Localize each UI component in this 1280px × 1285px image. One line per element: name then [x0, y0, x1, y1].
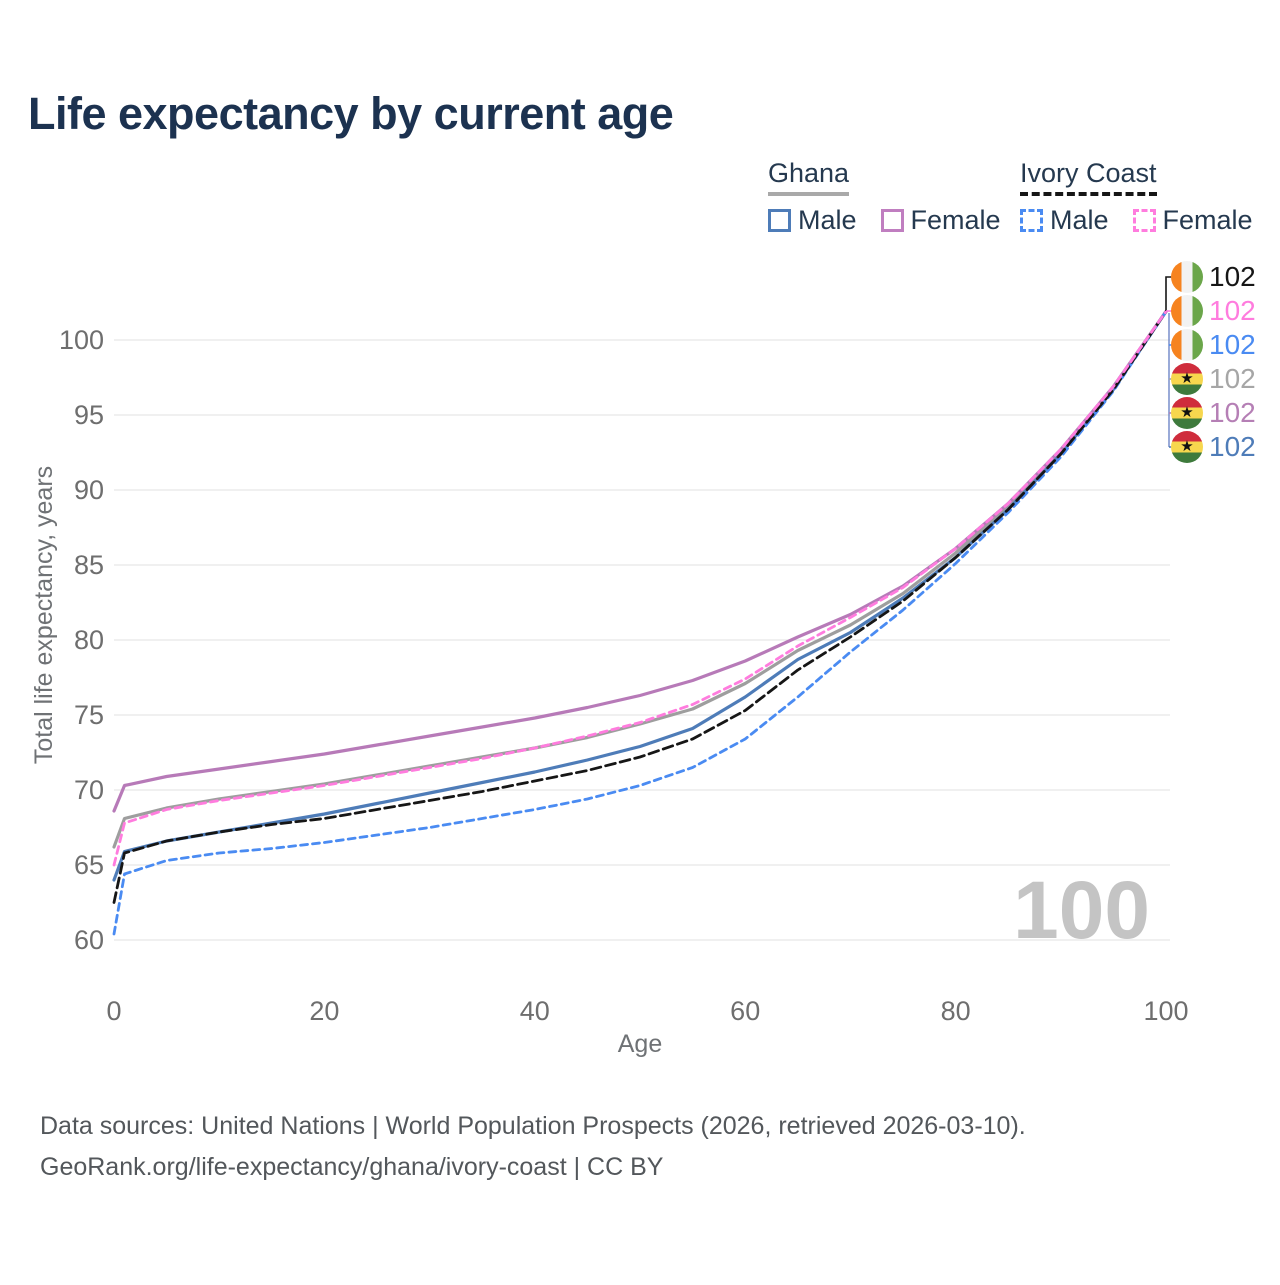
y-tick-label: 75 [74, 700, 104, 730]
end-label-value: 102 [1209, 431, 1256, 462]
footer-data-sources: Data sources: United Nations | World Pop… [40, 1112, 1026, 1140]
legend-item-ghana-male[interactable]: Male [768, 205, 857, 236]
grid-layer [114, 339, 1170, 941]
end-label-row: 102 [1171, 260, 1256, 294]
page-title: Life expectancy by current age [28, 88, 674, 139]
y-axis-title: Total life expectancy, years [30, 466, 58, 764]
end-label-row: 102 [1171, 430, 1256, 464]
end-label-row: 102 [1171, 362, 1256, 396]
ivory-coast-male-swatch-icon [1020, 209, 1043, 232]
legend-item-label: Female [1162, 205, 1253, 235]
tick-layer: 60 65 70 75 80 85 90 95 100 0 20 40 60 80 100 [59, 325, 1189, 1026]
end-label-value: 102 [1209, 329, 1256, 360]
end-label-value: 102 [1209, 397, 1256, 428]
series-ivorycoast-female[interactable] [112, 310, 1168, 867]
end-label-value: 102 [1209, 363, 1256, 394]
legend-item-ivory-coast-male[interactable]: Male [1020, 205, 1109, 236]
y-tick-label: 60 [74, 925, 104, 955]
end-label-value: 102 [1209, 295, 1256, 326]
legend-item-label: Female [910, 205, 1001, 235]
x-tick-label: 100 [1143, 996, 1188, 1026]
ghana-flag-icon [1171, 397, 1203, 429]
end-label-row: 102 [1171, 294, 1256, 328]
big-age-watermark: 100 [1013, 865, 1150, 956]
y-tick-label: 85 [74, 550, 104, 580]
legend-country-ivory-coast[interactable]: Ivory Coast [1020, 158, 1157, 196]
ivory-coast-flag-icon [1171, 329, 1203, 361]
ghana-flag-icon [1171, 431, 1203, 463]
y-tick-label: 80 [74, 625, 104, 655]
ivory-coast-female-swatch-icon [1132, 209, 1156, 232]
y-tick-label: 100 [59, 325, 104, 355]
end-label-row: 102 [1171, 396, 1256, 430]
series-ivorycoast-both[interactable] [112, 310, 1168, 904]
x-axis-title: Age [618, 1030, 662, 1058]
x-tick-label: 0 [106, 996, 121, 1026]
ivory-coast-flag-icon [1171, 261, 1203, 293]
footer: Data sources: United Nations | World Pop… [40, 1106, 1026, 1188]
end-label-row: 102 [1171, 328, 1256, 362]
y-tick-label: 90 [74, 475, 104, 505]
x-tick-label: 20 [309, 996, 339, 1026]
series-ghana-male[interactable] [112, 309, 1168, 882]
footer-attribution: GeoRank.org/life-expectancy/ghana/ivory-… [40, 1153, 664, 1181]
series-layer [112, 309, 1168, 936]
legend-item-ivory-coast-female[interactable]: Female [1132, 205, 1253, 236]
y-tick-label: 70 [74, 775, 104, 805]
legend-item-ghana-female[interactable]: Female [880, 205, 1001, 236]
legend-country-ghana[interactable]: Ghana [768, 158, 850, 196]
ghana-male-swatch-icon [768, 209, 791, 232]
legend-group-ghana: Ghana Male Female [768, 158, 1001, 236]
legend-item-label: Male [798, 205, 857, 235]
end-label-value: 102 [1209, 261, 1256, 292]
x-tick-label: 40 [520, 996, 550, 1026]
legend-item-label: Male [1050, 205, 1109, 235]
series-ivorycoast-male[interactable] [112, 310, 1168, 936]
y-tick-label: 95 [74, 400, 104, 430]
ghana-flag-icon [1171, 363, 1203, 395]
x-tick-label: 80 [941, 996, 971, 1026]
legend-group-ivory-coast: Ivory Coast Male Female [1020, 158, 1253, 236]
y-tick-label: 65 [74, 850, 104, 880]
connector [1165, 276, 1173, 311]
x-tick-label: 60 [730, 996, 760, 1026]
ivory-coast-flag-icon [1171, 295, 1203, 327]
ghana-female-swatch-icon [880, 209, 904, 232]
series-ghana-female[interactable] [112, 309, 1168, 813]
series-ghana-both[interactable] [112, 309, 1168, 849]
